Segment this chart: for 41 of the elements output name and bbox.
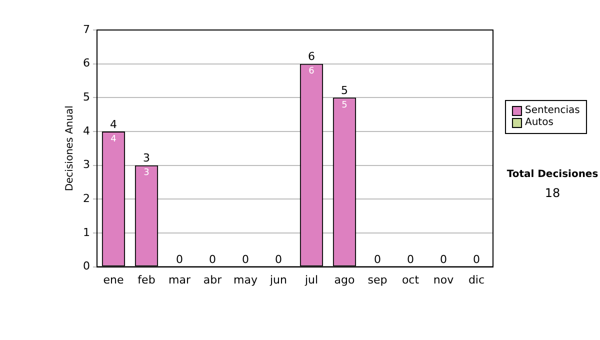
x-tick-label: may [234, 273, 258, 286]
y-tick-label: 5 [83, 90, 90, 104]
total-label: 0 [473, 253, 480, 266]
y-tick-label: 4 [83, 124, 90, 138]
x-tick-label: ene [103, 273, 124, 286]
x-tick-label: nov [433, 273, 454, 286]
y-tick-label: 6 [83, 56, 90, 70]
x-tick-label: ago [334, 273, 355, 286]
x-tick-label: jul [304, 273, 318, 286]
x-tick-label: sep [368, 273, 388, 286]
total-label: 0 [374, 253, 381, 266]
x-tick-label: mar [168, 273, 191, 286]
text: 18 [544, 186, 562, 200]
x-tick-label: dic [468, 273, 485, 286]
data-label: 6 [308, 66, 315, 77]
y-tick-label: 2 [83, 192, 90, 205]
legend-label: Autos [525, 117, 554, 129]
y-axis-title: Decisiones Anual [64, 106, 76, 192]
total-label: 0 [275, 253, 282, 266]
total-label: 3 [143, 152, 150, 165]
x-tick-label: feb [138, 273, 156, 286]
data-label: 4 [110, 134, 117, 144]
total-label: 4 [110, 118, 117, 131]
x-tick-label: oct [402, 273, 420, 286]
data-label: 5 [342, 100, 348, 110]
total-label: 0 [440, 253, 447, 266]
total-label: 6 [308, 50, 315, 64]
y-tick-label: 1 [83, 226, 90, 239]
y-tick-label: 7 [83, 22, 90, 36]
y-tick-label: 0 [83, 260, 90, 273]
x-tick-label: jun [269, 273, 288, 286]
total-label: 5 [341, 84, 348, 98]
x-tick-label: abr [203, 273, 222, 286]
y-tick-label: 3 [83, 158, 90, 172]
legend-label: Sentencias [525, 105, 580, 117]
total-label: 0 [407, 253, 414, 266]
data-label: 3 [144, 168, 150, 178]
total-label: 0 [242, 253, 249, 266]
total-label: 0 [209, 253, 216, 266]
total-label: 0 [176, 253, 183, 266]
text: Total Decisiones [506, 169, 600, 180]
